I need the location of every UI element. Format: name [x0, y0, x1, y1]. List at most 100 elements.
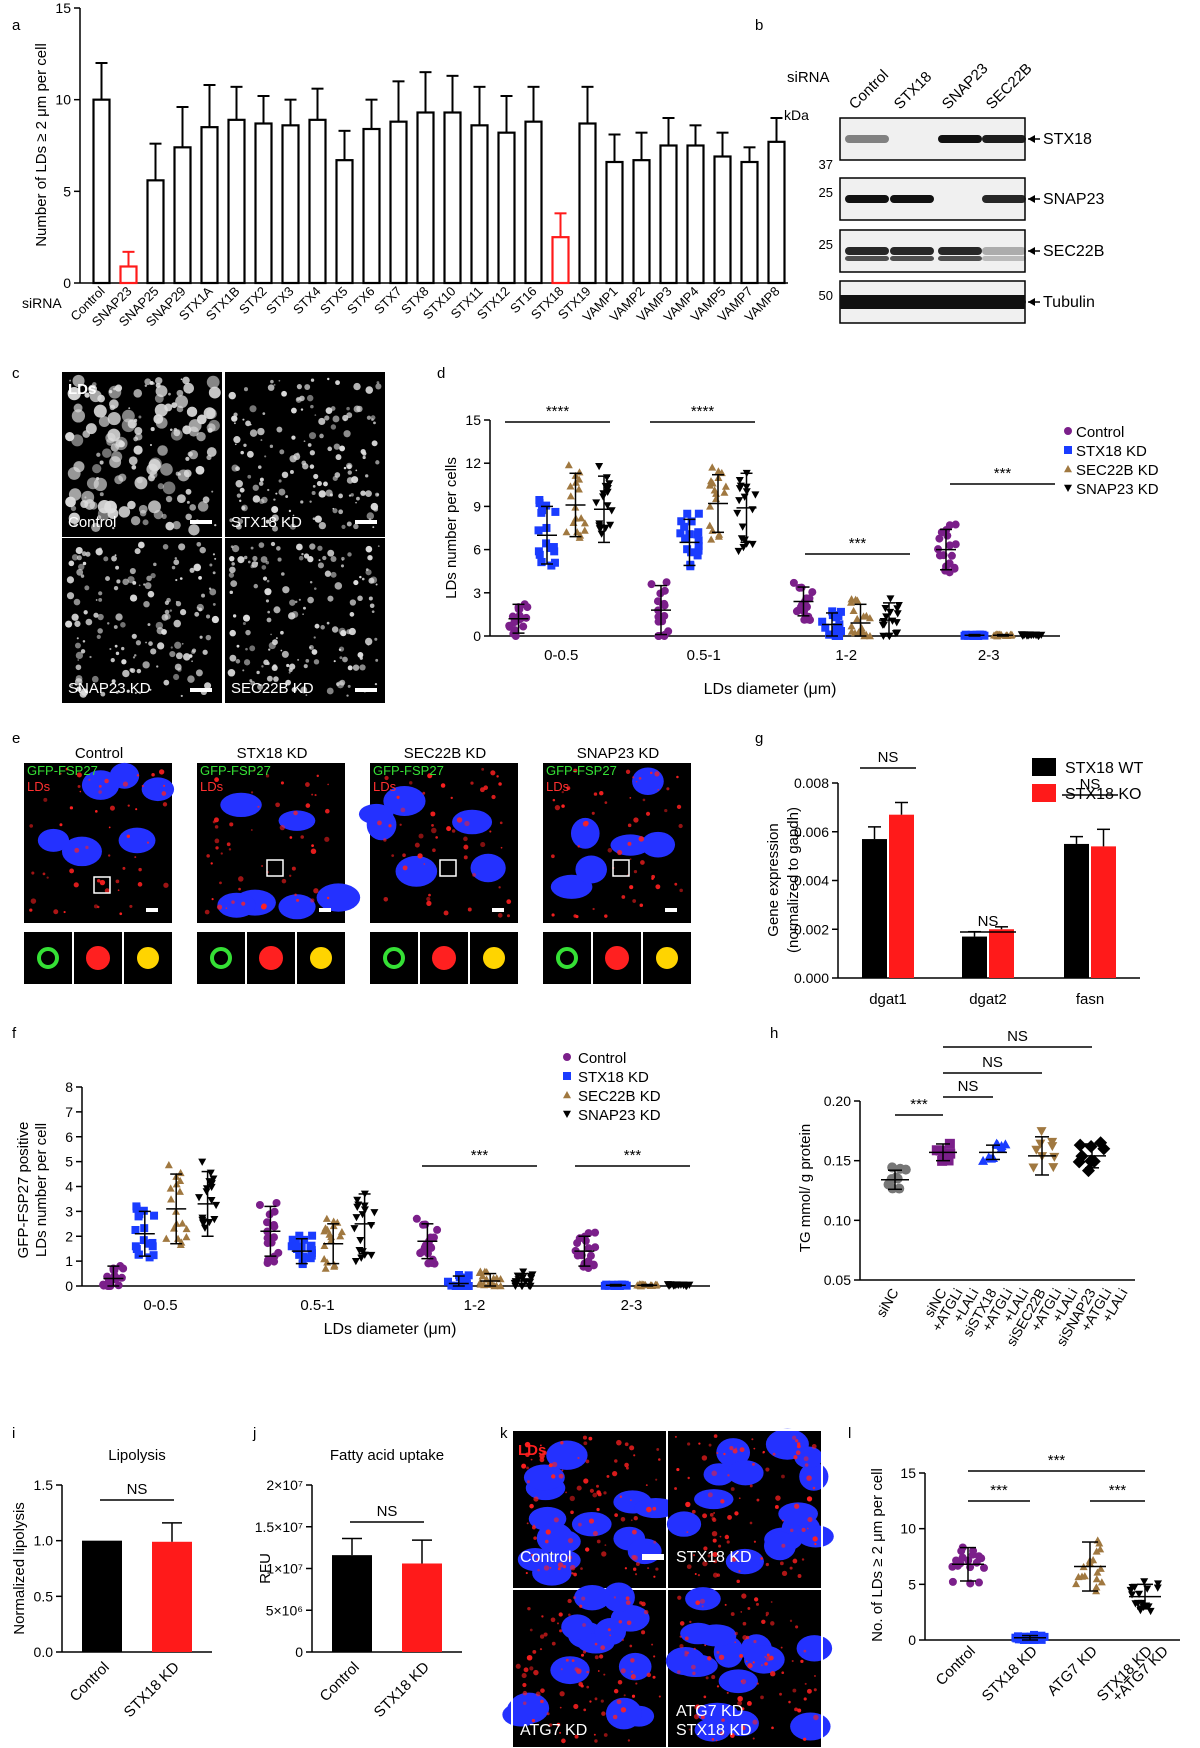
panel-e-tile-0-particle: [85, 845, 89, 850]
panel-e-tile-3-particle: [551, 913, 555, 917]
panel-h-point: [1047, 1137, 1058, 1147]
panel-k-tile-3-particle: [679, 1635, 682, 1638]
blot-siRNA-label: siRNA: [787, 69, 830, 86]
panel-k-tile-2-particle: [539, 1648, 543, 1651]
panel-k-tile-0-particle: [585, 1459, 590, 1464]
panel-c-tile-3-particle: [242, 669, 245, 672]
panel-d-point: [549, 543, 558, 552]
panel-e-tile-0-particle: [141, 784, 145, 788]
panel-k-tile-0-particle: [614, 1513, 618, 1517]
panel-l-significance-label: ***: [1048, 1452, 1066, 1469]
panel-e-tile-2-particle: [464, 820, 470, 827]
panel-c-tile-3-particle: [338, 648, 342, 651]
panel-l-point: [1072, 1579, 1081, 1588]
panel-f-point: [322, 1214, 331, 1222]
panel-c-tile-3-particle: [231, 562, 235, 566]
panel-c-tile-2-particle: [93, 612, 99, 618]
panel-k-tile-0-particle: [526, 1522, 529, 1525]
panel-c-tile-0-particle: [195, 465, 205, 475]
panel-k-tile-0-particle: [633, 1454, 636, 1457]
panel-c-tile-2-particle: [82, 640, 86, 643]
panel-c-tile-1-particle: [314, 414, 317, 416]
panel-c-tile-1-particle: [308, 432, 317, 440]
panel-e-tile-2-particle: [440, 783, 446, 788]
panel-k-tile-1-nucleus: [694, 1489, 734, 1510]
panel-f-point: [591, 1228, 600, 1237]
panel-e-red-label: LDs: [200, 779, 224, 794]
panel-d-point: [1018, 632, 1027, 640]
panel-c-tile-1-particle: [327, 377, 330, 381]
panel-l-y-tick-label: 15: [900, 1465, 916, 1481]
panel-c-tile-2-particle: [75, 675, 83, 682]
panel-k-tile-1-particle: [781, 1570, 788, 1577]
panel-c-tile-2-particle: [134, 654, 137, 657]
panel-c-tile-1-particle: [228, 391, 236, 400]
panel-e-tile-2-nucleus: [383, 785, 426, 816]
panel-k-tile-3-particle: [804, 1682, 807, 1685]
panel-f-point: [162, 1234, 171, 1242]
panel-d-point: [832, 613, 841, 622]
panel-e-tile-1-particle: [250, 791, 254, 794]
panel-k-tile-3-particle: [695, 1600, 701, 1606]
panel-f-point: [356, 1236, 365, 1245]
panel-c-tile-0-particle: [154, 394, 164, 403]
panel-e-zoom-0-0: [24, 932, 72, 984]
panel-k-tile-0-particle: [612, 1471, 618, 1477]
panel-d-point: [733, 509, 742, 518]
panel-k-tile-2-particle: [558, 1612, 563, 1617]
panel-c-tile-2-particle: [183, 653, 191, 661]
panel-c-tile-1-particle: [261, 496, 268, 504]
panel-a-bar-STX6: [362, 127, 381, 285]
panel-c-tile-3-particle: [268, 648, 271, 651]
panel-c-tile-1-particle: [289, 470, 294, 474]
panel-c-tile-1-particle: [366, 512, 375, 520]
panel-k-tile-1-particle: [716, 1452, 719, 1455]
panel-c-tile-0-particle: [197, 501, 209, 512]
panel-f-point: [287, 1242, 296, 1251]
panel-k-tile-2-particle: [613, 1688, 619, 1694]
panel-f-point: [202, 1188, 211, 1196]
panel-c-tile-2-particle: [78, 563, 85, 571]
panel-e-tile-1-particle: [220, 852, 223, 855]
panel-d-point: [660, 611, 669, 620]
blot-lane-label: SNAP23: [939, 60, 992, 113]
panel-k-tile-1-nucleus: [725, 1548, 764, 1575]
panel-c-tile-0-particle: [135, 433, 143, 441]
panel-c-tile-1-particle: [347, 464, 352, 469]
panel-k-tile-1-particle: [791, 1435, 797, 1440]
panel-c-tile-3-particle: [237, 556, 245, 564]
panel-c-tile-1-particle: [325, 407, 333, 414]
panel-k-tile-2-particle: [653, 1655, 656, 1658]
panel-c-tile-1-particle: [376, 381, 380, 384]
panel-c-tile-1-particle: [236, 493, 241, 498]
panel-c-tile-1-particle: [372, 526, 375, 529]
panel-k-tile-1-particle: [708, 1443, 712, 1447]
panel-c-tile-3-particle: [247, 560, 251, 564]
panel-k-tile-2-particle: [521, 1673, 527, 1679]
panel-c-tile-2-particle: [74, 642, 81, 649]
panel-e-tile-3-particle: [551, 854, 555, 859]
panel-c-tile-2-particle: [193, 563, 202, 572]
panel-c-tile-0-particle: [118, 506, 131, 518]
panel-c-tile-1-particle: [312, 517, 316, 520]
panel-f-point: [119, 1264, 128, 1273]
panel-k-tile-2-particle: [600, 1699, 604, 1703]
panel-k-tile-0-particle: [535, 1558, 539, 1561]
panel-k-tile-0-particle: [583, 1441, 588, 1446]
panel-c-tile-1-particle: [353, 382, 361, 391]
panel-d-point: [893, 629, 902, 637]
panel-c-tile-2-particle: [198, 576, 202, 580]
panel-a-bar-STX2: [254, 122, 273, 285]
panel-c-tile-2-particle: [114, 554, 117, 557]
panel-k-tile-3-particle: [679, 1621, 685, 1626]
panel-l-point: [1037, 1631, 1046, 1640]
blot-kDa-marker: 25: [819, 237, 833, 252]
panel-e-tile-2-particle: [396, 795, 400, 799]
panel-c-tile-3-particle: [301, 552, 304, 556]
panel-f-point: [270, 1233, 279, 1242]
panel-k-tile-0-particle: [645, 1484, 648, 1487]
panel-k-tile-3-particle: [742, 1621, 747, 1626]
panel-c-tile-0-particle: [133, 418, 138, 423]
panel-e-tile-0-particle: [146, 841, 150, 844]
panel-k-tile-3-particle: [746, 1701, 752, 1706]
